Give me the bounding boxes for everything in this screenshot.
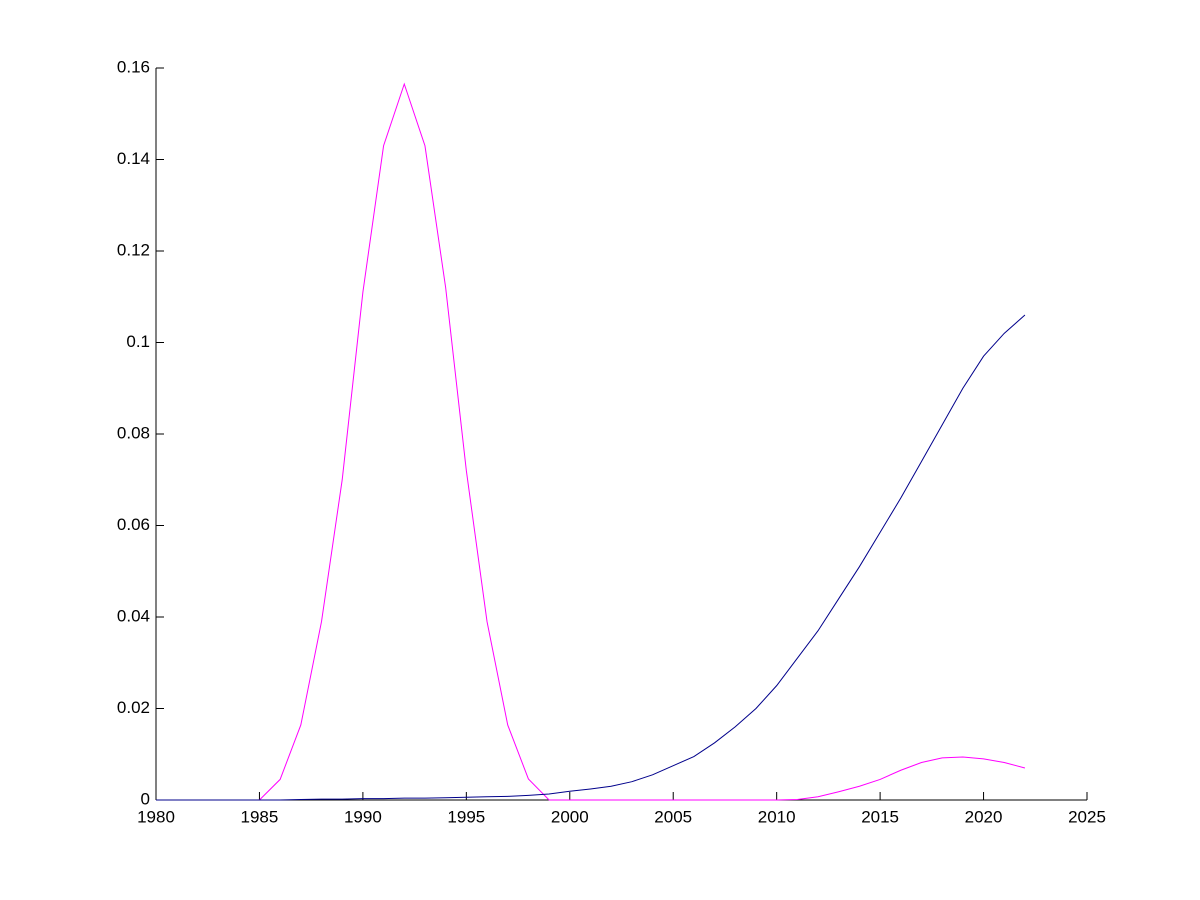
y-tick-label: 0.06 — [117, 515, 150, 534]
y-tick-label: 0.08 — [117, 423, 150, 442]
y-tick-label: 0.04 — [117, 606, 150, 625]
y-tick-label: 0.14 — [117, 149, 150, 168]
x-tick-label: 1985 — [241, 807, 279, 826]
series-line — [156, 82, 1026, 801]
x-tick-label: 1990 — [344, 807, 382, 826]
y-tick-label: 0.02 — [117, 698, 150, 717]
x-tick-label: 2005 — [654, 807, 692, 826]
y-tick-label: 0.16 — [117, 57, 150, 76]
x-tick-label: 2000 — [551, 807, 589, 826]
y-tick-label: 0.12 — [117, 240, 150, 259]
x-tick-label: 1995 — [447, 807, 485, 826]
y-tick-label: 0.1 — [126, 332, 150, 351]
y-tick-label: 0 — [141, 789, 150, 808]
x-tick-label: 2020 — [965, 807, 1003, 826]
x-tick-label: 2025 — [1068, 807, 1106, 826]
x-tick-label: 2010 — [758, 807, 796, 826]
x-tick-label: 1980 — [137, 807, 175, 826]
series-line — [156, 314, 1026, 801]
x-tick-label: 2015 — [861, 807, 899, 826]
